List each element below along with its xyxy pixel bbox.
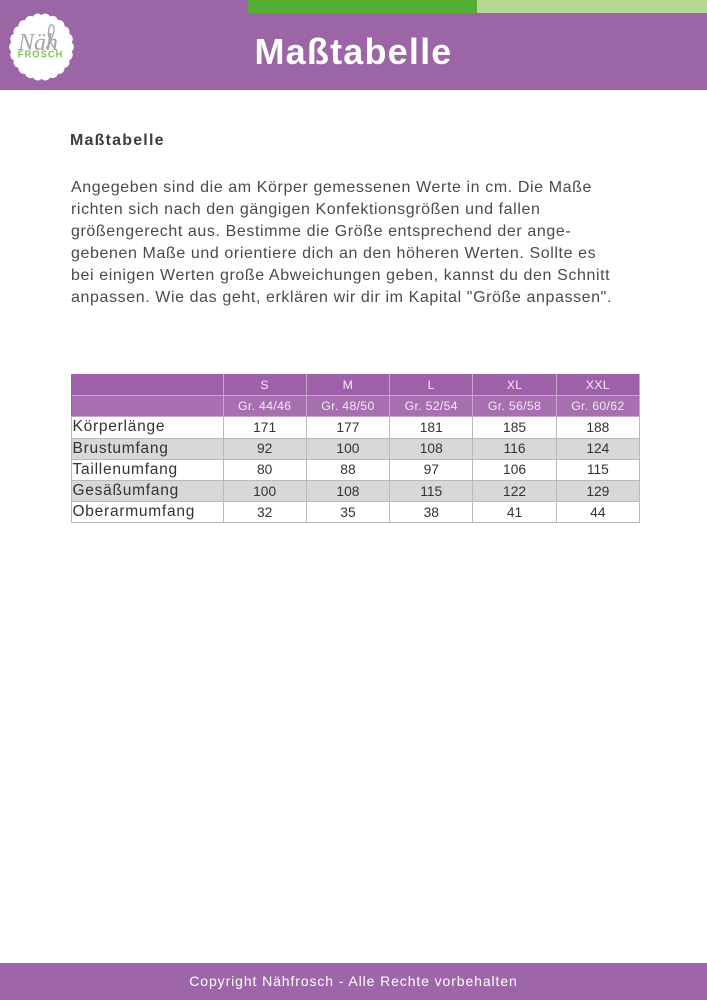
- svg-text:FROSCH: FROSCH: [18, 49, 64, 60]
